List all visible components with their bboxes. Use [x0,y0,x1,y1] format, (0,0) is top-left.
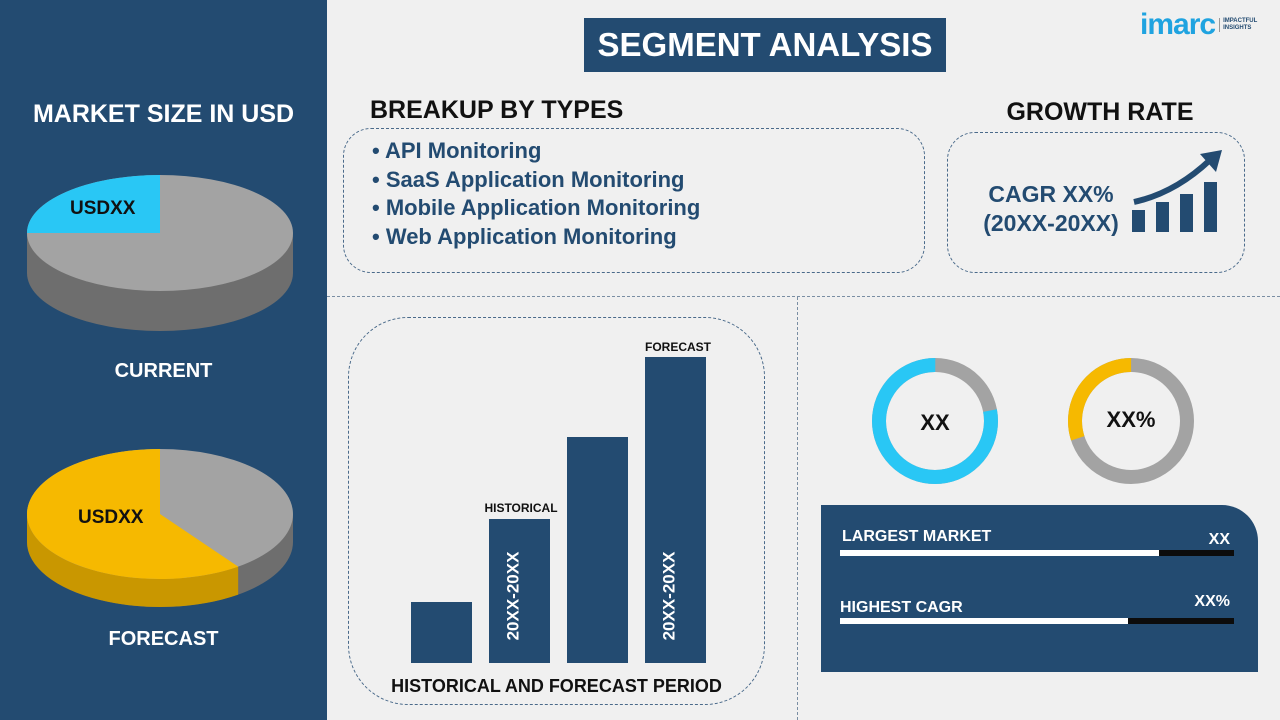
growth-heading: GROWTH RATE [1006,98,1194,126]
largest-market-bar [840,550,1234,556]
forecast-period: 20XX-20XX [659,551,679,641]
current-pie [27,175,293,331]
forecast-pie [26,449,293,607]
donut-arc [872,358,998,484]
forecast-label: FORECAST [108,628,219,650]
forecast-bar-label: FORECAST [645,340,711,354]
logo-tagline: IMPACTFUL INSIGHTS [1219,18,1257,32]
pie-slice-highlight [26,449,239,579]
cagr-period: (20XX-20XX) [983,210,1119,236]
growth-box [947,132,1245,273]
bar [489,519,550,663]
donut-charts [872,358,1194,484]
type-item: • Mobile Application Monitoring [372,195,701,220]
stats-panel: LARGEST MARKET XX HIGHEST CAGR XX% [821,505,1258,672]
largest-market-value: XX [1208,531,1230,548]
historical-label: HISTORICAL [484,501,558,515]
bar [567,436,628,663]
forecast-value: USDXX [78,507,144,528]
breakup-heading: BREAKUP BY TYPES [370,96,624,124]
bar [411,601,472,663]
type-item: • Web Application Monitoring [372,223,677,249]
largest-market-label: LARGEST MARKET [842,528,992,545]
market-size-heading: MARKET SIZE IN USD [32,100,295,128]
highest-cagr-value: XX% [1194,593,1230,610]
imarc-logo: imarc IMPACTFUL INSIGHTS [1140,8,1257,42]
pie-slice-highlight [27,175,160,233]
cagr-text: CAGR XX% (20XX-20XX) [968,180,1134,238]
highest-cagr-label: HIGHEST CAGR [840,599,963,616]
donut-2-label: XX% [1106,407,1156,432]
divider-vertical [797,297,798,720]
growth-chart-icon [1132,150,1222,232]
divider-horizontal [327,296,1280,297]
page-title: SEGMENT ANALYSIS [584,18,946,72]
current-value: USDXX [70,198,136,219]
historical-period: 20XX-20XX [503,551,523,641]
type-item: • API Monitoring [372,138,542,163]
type-item: • SaaS Application Monitoring [372,166,685,192]
bar-chart-box [348,317,765,705]
cagr-value: CAGR XX% [988,181,1114,207]
donut-1-label: XX [920,410,950,435]
highest-cagr-bar [840,618,1234,624]
current-label: CURRENT [114,360,213,382]
bar [645,357,706,663]
logo-text: imarc [1140,8,1216,41]
types-box: • API Monitoring • SaaS Application Moni… [343,128,925,273]
chart-title: HISTORICAL AND FORECAST PERIOD [391,676,722,696]
